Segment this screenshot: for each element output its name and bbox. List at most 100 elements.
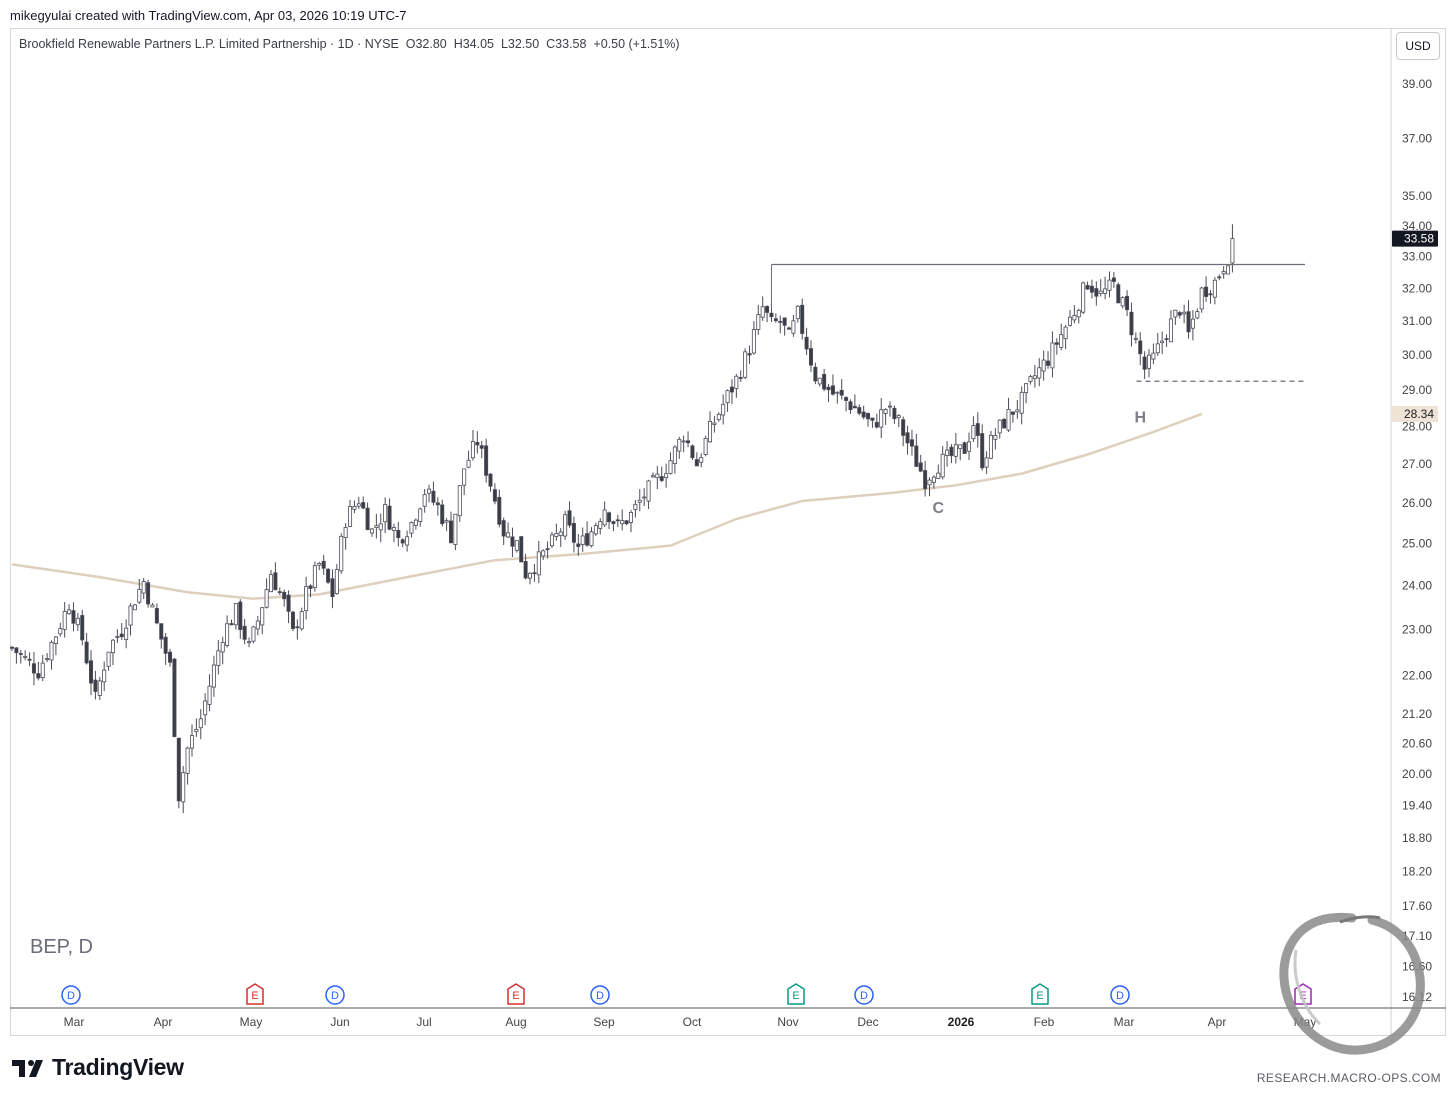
candle (510, 527, 515, 558)
dividend-marker[interactable]: D (854, 985, 874, 1005)
candle (1160, 331, 1165, 355)
candle-body-down (80, 615, 85, 641)
chart-caption: mikegyulai created with TradingView.com,… (10, 8, 407, 23)
candle (295, 619, 300, 640)
candle (892, 405, 897, 424)
candle (1221, 266, 1226, 279)
candle (387, 498, 392, 531)
candle-body-up (997, 419, 1002, 434)
candle-body-down (492, 489, 497, 502)
candle (721, 394, 726, 425)
candle-body-up (1067, 316, 1072, 326)
candle-body-up (927, 479, 932, 486)
candle-body-up (554, 533, 559, 537)
candle (1054, 338, 1059, 355)
candle-body-up (374, 525, 379, 528)
candle-body-up (181, 772, 186, 803)
candle-body-down (624, 520, 629, 525)
dividend-marker[interactable]: D (325, 985, 345, 1005)
marker-letter: E (792, 990, 799, 1002)
candle-body-up (264, 589, 269, 608)
candle (1103, 276, 1108, 300)
candle (1212, 277, 1217, 305)
candle-body-up (457, 485, 462, 517)
candle (203, 693, 208, 726)
candle (189, 724, 194, 757)
candle (1226, 265, 1231, 275)
candle-body-up (378, 523, 383, 531)
price-tick-label: 28.00 (1402, 419, 1432, 433)
candle-body-up (45, 658, 50, 660)
candle (229, 619, 234, 626)
dividend-marker[interactable]: D (1110, 985, 1130, 1005)
marker-shape (1110, 985, 1130, 1005)
candle-body-down (808, 348, 813, 366)
candle (712, 415, 717, 433)
candle-body-up (633, 503, 638, 510)
candle (699, 453, 704, 468)
time-tick-label: Jul (416, 1015, 431, 1029)
candle (598, 518, 603, 535)
candle (418, 507, 423, 527)
candle-body-up (141, 581, 146, 594)
candle-body-down (874, 421, 879, 428)
earnings-marker[interactable]: E (1031, 983, 1049, 1005)
candle (931, 475, 936, 489)
dividend-marker[interactable]: D (61, 985, 81, 1005)
candle (163, 632, 168, 665)
currency-button[interactable]: USD (1396, 32, 1440, 60)
candle (760, 296, 765, 321)
candle-body-down (93, 679, 98, 692)
candle-body-up (993, 434, 998, 440)
candle-body-up (1059, 334, 1064, 348)
candle-body-down (387, 505, 392, 530)
candle-body-down (396, 529, 401, 539)
candle-body-up (137, 588, 142, 603)
candle (1089, 279, 1094, 299)
earnings-marker[interactable]: E (246, 983, 264, 1005)
candle-body-up (260, 607, 265, 626)
candle-body-up (580, 535, 585, 545)
candle (506, 522, 511, 539)
price-tick-label: 20.60 (1402, 737, 1432, 751)
candle (1032, 364, 1037, 388)
candle-body-up (650, 475, 655, 478)
tradingview-brand[interactable]: TradingView (12, 1054, 184, 1081)
candle-body-down (431, 490, 436, 503)
candle (988, 430, 993, 460)
dividend-marker[interactable]: D (590, 985, 610, 1005)
candle-body-down (326, 568, 331, 583)
candle (348, 499, 353, 528)
earnings-marker[interactable]: E (787, 983, 805, 1005)
candle-body-down (440, 504, 445, 525)
candle-body-up (150, 604, 155, 608)
candle-body-down (321, 560, 326, 569)
earnings-marker[interactable]: E (507, 983, 525, 1005)
candle-body-up (1032, 375, 1037, 380)
candle-body-up (1063, 326, 1068, 340)
candle-body-down (1010, 411, 1015, 415)
time-axis[interactable]: Mar Apr May Jun Jul Aug Sep Oct Nov Dec 2026 Feb Mar… (64, 1015, 1317, 1029)
candle-body-up (67, 609, 72, 615)
price-tick-label: 17.60 (1402, 899, 1432, 913)
candle-body-up (712, 422, 717, 425)
candle-body-down (615, 519, 620, 522)
price-axis[interactable]: 39.00 37.00 35.00 34.00 33.00 32.00 31.00 30.00… (1392, 77, 1438, 1004)
candle-body-down (31, 663, 36, 674)
candle (1173, 309, 1178, 325)
candle (470, 429, 475, 461)
candle (817, 377, 822, 387)
candle-body-down (545, 548, 550, 551)
candle (642, 488, 647, 506)
candle (1015, 399, 1020, 419)
candle (168, 648, 173, 667)
candle-body-up (40, 662, 45, 679)
candle (1164, 334, 1169, 347)
candle-body-up (470, 441, 475, 459)
candle (1204, 276, 1209, 302)
candle-body-down (282, 591, 287, 600)
candle-body-up (251, 626, 256, 642)
candle (75, 612, 80, 631)
candle (247, 637, 252, 648)
